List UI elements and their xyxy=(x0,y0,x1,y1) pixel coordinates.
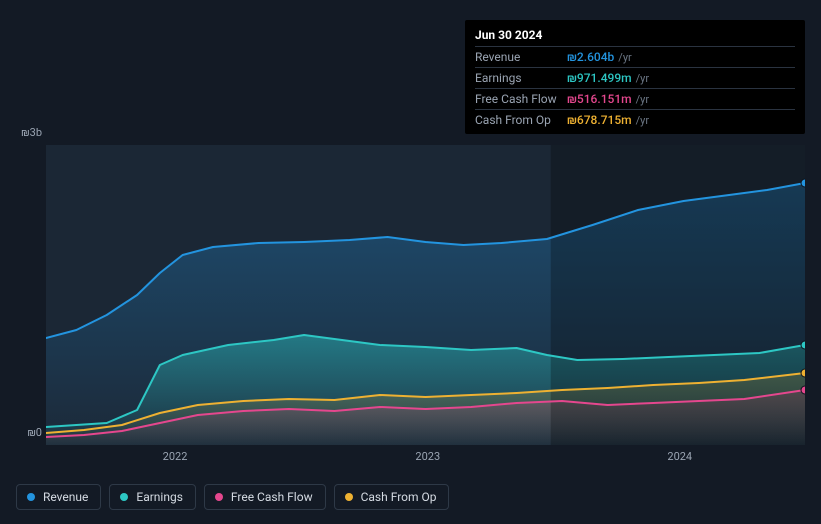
y-axis-max-label: ₪3b xyxy=(0,126,42,139)
tooltip-row: Earnings₪971.499m/yr xyxy=(475,67,795,88)
tooltip-row-suffix: /yr xyxy=(618,51,631,64)
tooltip-row-value: ₪971.499m xyxy=(567,71,632,85)
tooltip-row-label: Cash From Op xyxy=(475,113,567,127)
tooltip-row-suffix: /yr xyxy=(636,114,649,127)
legend-dot-icon xyxy=(215,493,223,501)
tooltip-date: Jun 30 2024 xyxy=(475,26,795,46)
tooltip-row-label: Revenue xyxy=(475,50,567,64)
tooltip-row-suffix: /yr xyxy=(636,93,649,106)
x-axis-tick: 2022 xyxy=(163,450,188,463)
x-axis: 2022 2023 2024 xyxy=(46,450,805,466)
y-axis-min-label: ₪0 xyxy=(0,426,42,439)
legend-dot-icon xyxy=(27,493,35,501)
legend-item[interactable]: Cash From Op xyxy=(334,484,450,510)
tooltip-row-value: ₪2.604b xyxy=(567,50,614,64)
tooltip-row-suffix: /yr xyxy=(636,72,649,85)
legend-item[interactable]: Earnings xyxy=(109,484,196,510)
tooltip-row: Free Cash Flow₪516.151m/yr xyxy=(475,88,795,109)
legend-item-label: Cash From Op xyxy=(361,490,437,504)
legend: Revenue Earnings Free Cash Flow Cash From O… xyxy=(16,484,449,510)
legend-item-label: Free Cash Flow xyxy=(231,490,313,504)
tooltip-row-value: ₪678.715m xyxy=(567,113,632,127)
tooltip-row-label: Free Cash Flow xyxy=(475,92,567,106)
chart-plot-area[interactable] xyxy=(46,145,805,445)
chart-svg xyxy=(46,145,805,445)
legend-item-label: Earnings xyxy=(136,490,183,504)
legend-dot-icon xyxy=(120,493,128,501)
tooltip-row: Cash From Op₪678.715m/yr xyxy=(475,109,795,130)
tooltip-row: Revenue₪2.604b/yr xyxy=(475,46,795,67)
x-axis-tick: 2024 xyxy=(667,450,692,463)
legend-dot-icon xyxy=(345,493,353,501)
hover-tooltip: Jun 30 2024 Revenue₪2.604b/yrEarnings₪97… xyxy=(465,20,805,134)
x-axis-tick: 2023 xyxy=(415,450,440,463)
legend-item[interactable]: Revenue xyxy=(16,484,101,510)
legend-item-label: Revenue xyxy=(43,490,88,504)
tooltip-row-label: Earnings xyxy=(475,71,567,85)
legend-item[interactable]: Free Cash Flow xyxy=(204,484,326,510)
chart-container: Jun 30 2024 Revenue₪2.604b/yrEarnings₪97… xyxy=(0,0,821,524)
tooltip-row-value: ₪516.151m xyxy=(567,92,632,106)
